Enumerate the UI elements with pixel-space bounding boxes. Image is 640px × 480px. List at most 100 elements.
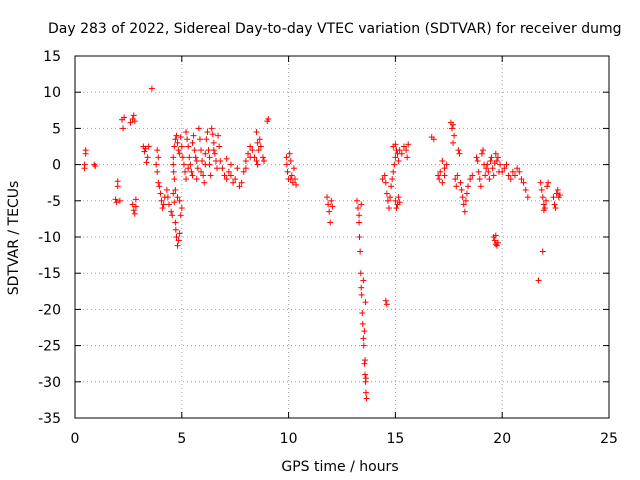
data-point xyxy=(193,176,200,183)
chart-title: Day 283 of 2022, Sidereal Day-to-day VTE… xyxy=(48,21,622,37)
data-point xyxy=(178,143,185,150)
data-point xyxy=(173,234,180,240)
data-point xyxy=(207,172,214,179)
data-point xyxy=(171,176,178,183)
data-point xyxy=(396,147,403,154)
data-point xyxy=(326,208,333,215)
data-point xyxy=(359,320,366,327)
data-point xyxy=(475,168,482,175)
data-point xyxy=(459,194,466,201)
data-point xyxy=(489,165,496,172)
data-point xyxy=(210,139,217,146)
data-point xyxy=(288,172,295,179)
data-point xyxy=(443,161,450,168)
x-tick-label: 15 xyxy=(386,431,404,447)
data-point xyxy=(503,161,510,168)
data-point xyxy=(227,172,234,179)
data-point xyxy=(141,148,148,155)
data-point xyxy=(542,197,549,204)
data-point xyxy=(501,165,508,172)
data-point xyxy=(183,129,190,136)
x-axis-label: GPS time / hours xyxy=(281,459,398,475)
data-point xyxy=(362,389,369,396)
data-point xyxy=(509,168,516,175)
data-point xyxy=(204,129,211,136)
data-point xyxy=(195,125,202,132)
data-point xyxy=(143,159,150,166)
data-point xyxy=(492,232,499,239)
data-point xyxy=(360,335,367,342)
data-point xyxy=(203,136,210,143)
data-point xyxy=(261,157,268,164)
data-point xyxy=(225,168,232,175)
data-point xyxy=(461,208,468,215)
data-point xyxy=(245,150,252,157)
data-point xyxy=(251,154,258,161)
data-point xyxy=(379,176,386,183)
data-point xyxy=(170,161,177,168)
data-point xyxy=(217,157,224,164)
data-point xyxy=(200,172,207,179)
data-point xyxy=(518,176,525,183)
data-point xyxy=(257,143,264,150)
data-point xyxy=(174,194,181,201)
data-point xyxy=(178,205,185,212)
data-point xyxy=(540,207,547,214)
data-point xyxy=(389,176,396,183)
data-point xyxy=(403,147,410,154)
data-point xyxy=(465,183,472,190)
data-point xyxy=(114,178,121,185)
data-point xyxy=(170,190,177,197)
data-point xyxy=(361,328,368,335)
data-point xyxy=(537,179,544,186)
data-point xyxy=(175,147,182,154)
data-point xyxy=(114,183,121,190)
data-point xyxy=(358,284,365,291)
data-point xyxy=(91,161,98,168)
data-point xyxy=(236,183,243,190)
data-point xyxy=(384,197,391,204)
data-point xyxy=(356,212,363,219)
data-point xyxy=(253,129,260,136)
y-tick-label: -20 xyxy=(38,302,61,318)
data-point xyxy=(158,197,165,204)
data-point xyxy=(186,154,193,161)
data-point xyxy=(286,150,293,157)
data-point xyxy=(469,172,476,179)
data-point xyxy=(539,194,546,201)
data-point xyxy=(556,192,563,199)
data-point xyxy=(324,194,331,201)
data-point xyxy=(177,212,184,219)
data-point xyxy=(405,141,412,148)
data-point xyxy=(145,143,152,150)
data-point xyxy=(507,176,514,183)
data-point xyxy=(359,310,366,317)
data-point xyxy=(287,176,294,183)
data-point xyxy=(395,157,402,164)
data-point xyxy=(477,183,484,190)
x-tick-label: 10 xyxy=(280,431,298,447)
data-point xyxy=(175,237,182,244)
data-point xyxy=(199,157,206,164)
data-point xyxy=(153,161,160,168)
data-point xyxy=(483,165,490,172)
data-point xyxy=(383,301,390,308)
data-point xyxy=(188,168,195,175)
data-point xyxy=(392,141,399,148)
data-point xyxy=(121,114,128,121)
data-point xyxy=(395,194,402,201)
y-tick-label: -35 xyxy=(38,411,61,427)
data-point xyxy=(325,201,332,208)
data-point xyxy=(211,150,218,157)
data-point xyxy=(436,176,443,183)
data-point xyxy=(356,234,363,240)
data-point xyxy=(155,154,162,161)
data-point xyxy=(458,186,465,193)
data-point xyxy=(485,168,492,175)
data-point xyxy=(171,199,178,206)
data-point xyxy=(553,190,560,197)
data-point xyxy=(492,150,499,157)
data-point xyxy=(357,248,364,255)
data-point xyxy=(219,165,226,172)
data-point xyxy=(473,154,480,161)
